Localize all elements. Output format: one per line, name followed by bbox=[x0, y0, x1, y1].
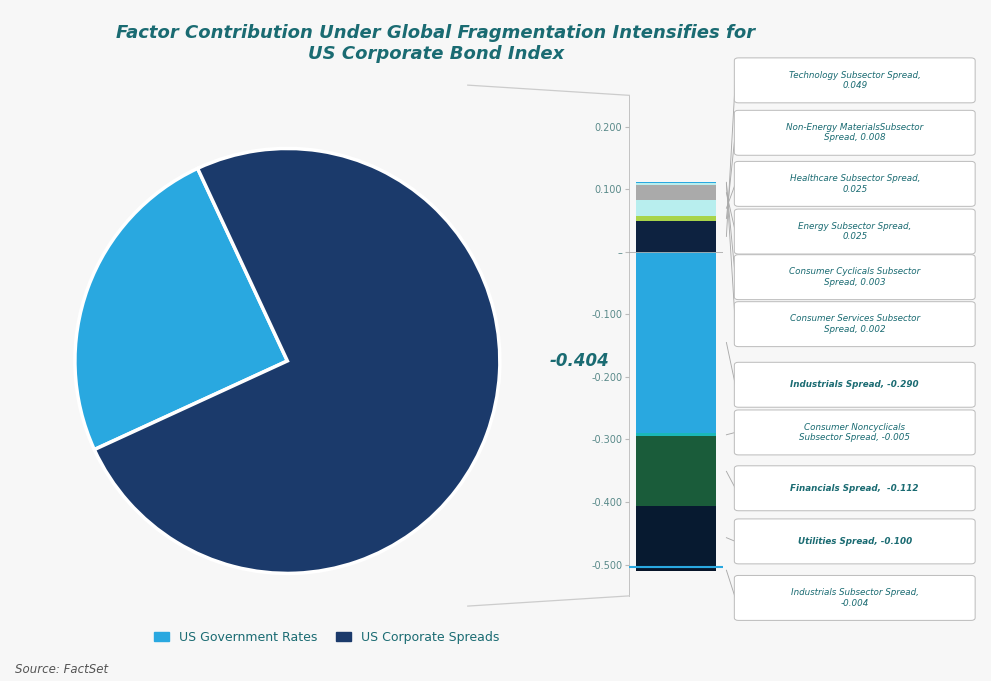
Wedge shape bbox=[94, 148, 499, 573]
Text: -0.404: -0.404 bbox=[550, 352, 609, 370]
Bar bbox=[636, 182, 716, 183]
Bar bbox=[636, 221, 716, 252]
Text: Industrials Spread, -0.290: Industrials Spread, -0.290 bbox=[791, 380, 919, 390]
Text: Factor Contribution Under Global Fragmentation Intensifies for
US Corporate Bond: Factor Contribution Under Global Fragmen… bbox=[117, 24, 755, 63]
Text: Non-Energy MaterialsSubsector
Spread, 0.008: Non-Energy MaterialsSubsector Spread, 0.… bbox=[786, 123, 924, 142]
Bar bbox=[636, 507, 716, 569]
Bar bbox=[636, 200, 716, 216]
Bar bbox=[636, 437, 716, 507]
Text: Energy Subsector Spread,
0.025: Energy Subsector Spread, 0.025 bbox=[798, 222, 912, 241]
Bar bbox=[636, 252, 716, 433]
Text: Consumer Services Subsector
Spread, 0.002: Consumer Services Subsector Spread, 0.00… bbox=[790, 315, 920, 334]
Bar bbox=[636, 183, 716, 185]
Text: Technology Subsector Spread,
0.049: Technology Subsector Spread, 0.049 bbox=[789, 71, 921, 90]
Legend: US Government Rates, US Corporate Spreads: US Government Rates, US Corporate Spread… bbox=[150, 626, 504, 649]
Bar bbox=[636, 216, 716, 221]
Wedge shape bbox=[75, 168, 287, 449]
Bar bbox=[636, 569, 716, 571]
Text: Consumer Noncyclicals
Subsector Spread, -0.005: Consumer Noncyclicals Subsector Spread, … bbox=[799, 423, 911, 442]
Text: Consumer Cyclicals Subsector
Spread, 0.003: Consumer Cyclicals Subsector Spread, 0.0… bbox=[789, 268, 921, 287]
Bar bbox=[636, 185, 716, 200]
Text: Industrials Subsector Spread,
-0.004: Industrials Subsector Spread, -0.004 bbox=[791, 588, 919, 607]
Text: Financials Spread,  -0.112: Financials Spread, -0.112 bbox=[791, 484, 919, 493]
Bar bbox=[636, 433, 716, 437]
Text: Utilities Spread, -0.100: Utilities Spread, -0.100 bbox=[798, 537, 912, 546]
Text: Source: FactSet: Source: FactSet bbox=[15, 663, 108, 676]
Text: Healthcare Subsector Spread,
0.025: Healthcare Subsector Spread, 0.025 bbox=[790, 174, 920, 193]
